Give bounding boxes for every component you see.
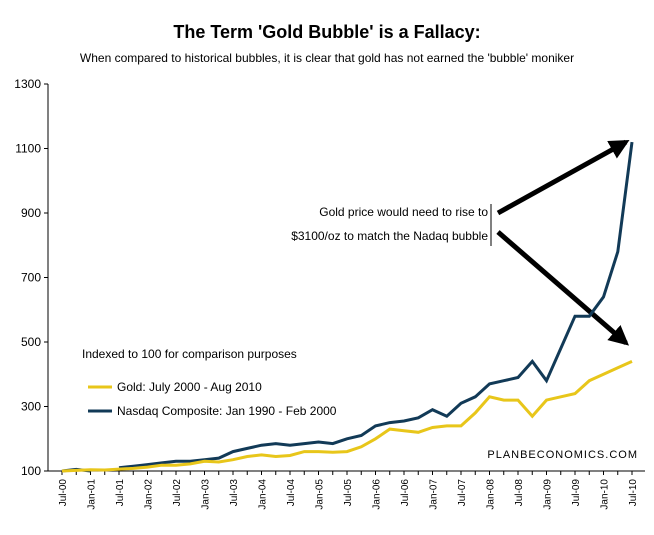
y-tick-label: 100 [21, 464, 41, 478]
y-tick-label: 900 [21, 206, 41, 220]
annotation: $3100/oz to match the Nadaq bubble [291, 229, 488, 243]
x-tick-label: Jul-02 [172, 479, 183, 507]
chart-title: The Term 'Gold Bubble' is a Fallacy: [173, 22, 480, 42]
x-tick-label: Jan-05 [315, 479, 326, 510]
x-tick-label: Jan-03 [201, 479, 212, 510]
legend-label: Nasdaq Composite: Jan 1990 - Feb 2000 [117, 404, 337, 418]
annotation: Gold price would need to rise to [319, 205, 488, 219]
x-tick-label: Jan-10 [600, 479, 611, 510]
arrow [496, 139, 630, 216]
annotation: Indexed to 100 for comparison purposes [82, 347, 297, 361]
y-tick-label: 1100 [15, 142, 41, 156]
x-tick-label: Jul-10 [628, 479, 639, 507]
y-tick-label: 500 [21, 335, 41, 349]
y-tick-label: 1300 [14, 77, 41, 91]
x-tick-label: Jan-07 [429, 479, 440, 510]
x-tick-label: Jan-06 [372, 479, 383, 510]
arrow [496, 230, 630, 346]
x-tick-label: Jan-08 [486, 479, 497, 510]
x-tick-label: Jul-06 [400, 479, 411, 507]
series-line [61, 141, 634, 473]
x-tick-label: Jan-04 [258, 479, 269, 510]
series-line [61, 360, 633, 473]
legend-label: Gold: July 2000 - Aug 2010 [117, 380, 262, 394]
x-tick-label: Jul-04 [286, 479, 297, 507]
x-tick-label: Jul-03 [229, 479, 240, 507]
x-tick-label: Jan-01 [87, 479, 98, 510]
y-tick-label: 300 [21, 400, 41, 414]
x-tick-label: Jul-08 [514, 479, 525, 507]
x-tick-label: Jul-05 [343, 479, 354, 507]
x-tick-label: Jul-00 [58, 479, 69, 507]
y-tick-label: 700 [21, 271, 41, 285]
x-tick-label: Jul-01 [115, 479, 126, 507]
x-tick-label: Jan-02 [144, 479, 155, 510]
x-tick-label: Jan-09 [543, 479, 554, 510]
x-tick-label: Jul-07 [457, 479, 468, 507]
watermark: PLANBECONOMICS.COM [487, 449, 638, 461]
x-tick-label: Jul-09 [571, 479, 582, 507]
chart-subtitle: When compared to historical bubbles, it … [80, 51, 574, 65]
